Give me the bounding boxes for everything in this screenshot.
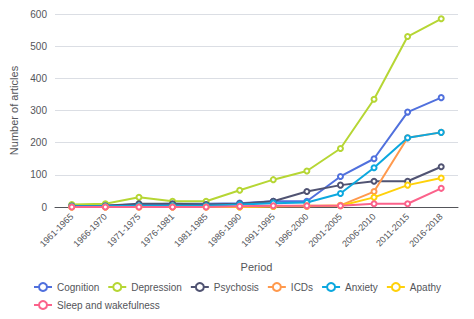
svg-text:1996-2000: 1996-2000 <box>273 211 310 248</box>
svg-text:1966-1970: 1966-1970 <box>71 211 108 248</box>
svg-text:100: 100 <box>30 169 47 180</box>
svg-text:Sleep and wakefulness: Sleep and wakefulness <box>57 300 160 311</box>
svg-text:Psychosis: Psychosis <box>214 282 259 293</box>
svg-text:1961-1965: 1961-1965 <box>38 211 75 248</box>
svg-text:Depression: Depression <box>131 282 182 293</box>
svg-text:1971-1975: 1971-1975 <box>105 211 142 248</box>
svg-text:2011-2015: 2011-2015 <box>374 211 411 248</box>
svg-text:1976-1981: 1976-1981 <box>139 211 176 248</box>
svg-text:Period: Period <box>241 261 273 273</box>
svg-text:300: 300 <box>30 105 47 116</box>
svg-text:2016-2018: 2016-2018 <box>407 211 444 248</box>
svg-text:400: 400 <box>30 73 47 84</box>
svg-text:ICDs: ICDs <box>291 282 313 293</box>
svg-text:Anxiety: Anxiety <box>345 282 378 293</box>
svg-text:0: 0 <box>41 202 47 213</box>
svg-text:2001-2005: 2001-2005 <box>307 211 344 248</box>
svg-text:500: 500 <box>30 41 47 52</box>
svg-text:600: 600 <box>30 9 47 20</box>
svg-text:Cognition: Cognition <box>57 282 99 293</box>
svg-text:Number of articles: Number of articles <box>8 65 20 155</box>
svg-text:200: 200 <box>30 137 47 148</box>
svg-text:1986-1990: 1986-1990 <box>206 211 243 248</box>
svg-text:2006-2010: 2006-2010 <box>340 211 377 248</box>
svg-text:1981-1985: 1981-1985 <box>172 211 209 248</box>
svg-text:1991-1995: 1991-1995 <box>239 211 276 248</box>
svg-text:Apathy: Apathy <box>410 282 441 293</box>
